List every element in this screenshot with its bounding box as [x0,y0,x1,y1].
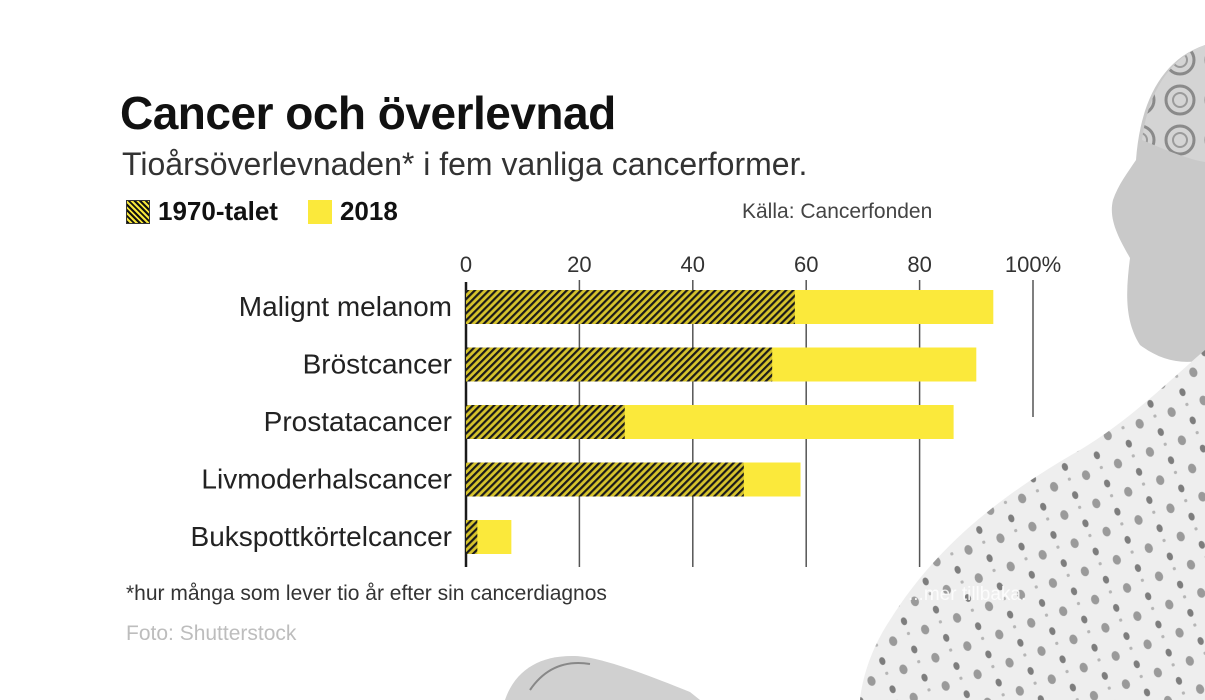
legend-item-2018: 2018 [307,196,398,227]
category-label-3: Livmoderhalscancer [201,464,452,495]
category-label-4: Bukspottkörtelcancer [191,521,452,552]
x-tick-label-60: 60 [794,252,818,277]
x-tick-label-20: 20 [567,252,591,277]
legend-swatch-2018 [307,199,332,224]
photo-overlay-text: ...mer tillbaka. [908,584,1027,605]
bar-1970-0 [466,290,795,324]
legend-swatch-1970 [126,199,150,224]
category-label-2: Prostatacancer [264,406,452,437]
bar-1970-2 [466,405,625,439]
category-label-1: Bröstcancer [303,349,452,380]
x-tick-label-40: 40 [681,252,705,277]
legend-label-1970: 1970-talet [158,196,278,226]
bar-1970-4 [466,520,478,554]
bar-1970-1 [466,347,773,382]
bar-1970-3 [466,462,744,497]
legend: 1970-talet 2018 [126,196,428,227]
chart-subtitle: Tioårsöverlevnaden* i fem vanliga cancer… [122,146,808,182]
category-label-0: Malignt melanom [239,291,452,322]
footnote: *hur många som lever tio år efter sin ca… [126,582,607,605]
x-tick-label-80: 80 [907,252,931,277]
legend-label-2018: 2018 [339,196,398,226]
x-tick-label-0: 0 [460,252,472,277]
patient-silhouette [505,45,1205,700]
photo-credit: Foto: Shutterstock [126,622,297,645]
x-tick-label-100: 100% [1005,252,1061,277]
source-label: Källa: Cancerfonden [742,200,933,223]
page-title: Cancer och överlevnad [120,87,616,139]
legend-item-1970: 1970-talet [126,196,278,227]
